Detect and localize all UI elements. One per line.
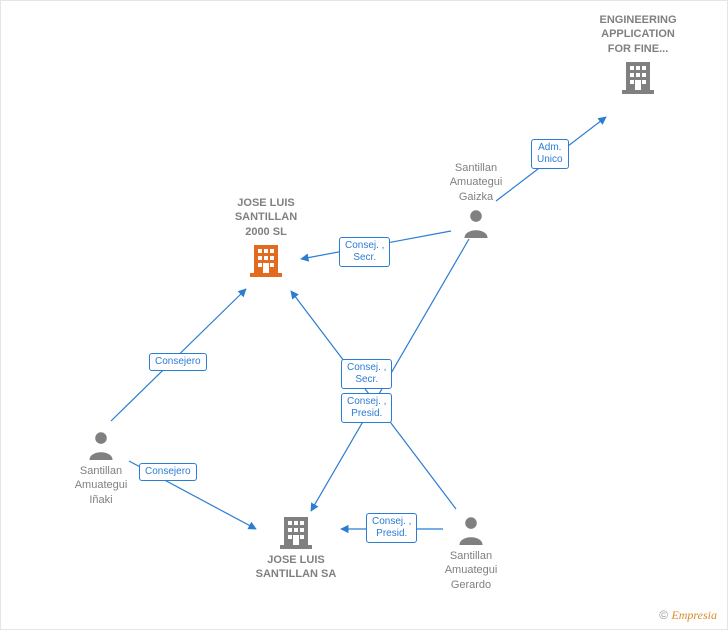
edge-label: Consejero [139, 463, 197, 481]
copyright-symbol: © [659, 608, 668, 622]
node-label: ENGINEERINGAPPLICATIONFOR FINE... [573, 13, 703, 56]
credit-brand: Empresia [671, 608, 717, 622]
edge-label: Consej. ,Secr. [341, 359, 392, 389]
person-icon [421, 208, 531, 238]
node-gerardo[interactable]: SantillanAmuateguiGerardo [416, 511, 526, 592]
edge-label: Consejero [149, 353, 207, 371]
building-icon [236, 515, 356, 549]
node-eng[interactable]: ENGINEERINGAPPLICATIONFOR FINE... [573, 13, 703, 98]
building-icon [201, 243, 331, 277]
edge-label: Adm.Unico [531, 139, 569, 169]
node-label: JOSE LUISSANTILLAN SA [236, 553, 356, 582]
node-label: SantillanAmuateguiGaizka [421, 161, 531, 204]
person-icon [416, 515, 526, 545]
edge-label: Consej. ,Presid. [366, 513, 417, 543]
node-jls2000[interactable]: JOSE LUISSANTILLAN2000 SL [201, 196, 331, 281]
building-icon [573, 60, 703, 94]
node-label: JOSE LUISSANTILLAN2000 SL [201, 196, 331, 239]
network-canvas: ENGINEERINGAPPLICATIONFOR FINE... JOSE LU… [0, 0, 728, 630]
node-label: SantillanAmuateguiGerardo [416, 549, 526, 592]
credit: © Empresia [659, 608, 717, 623]
node-gaizka[interactable]: SantillanAmuateguiGaizka [421, 161, 531, 242]
edge-label: Consej. ,Secr. [339, 237, 390, 267]
person-icon [46, 430, 156, 460]
node-jlssa[interactable]: JOSE LUISSANTILLAN SA [236, 511, 356, 582]
edge-label: Consej. ,Presid. [341, 393, 392, 423]
